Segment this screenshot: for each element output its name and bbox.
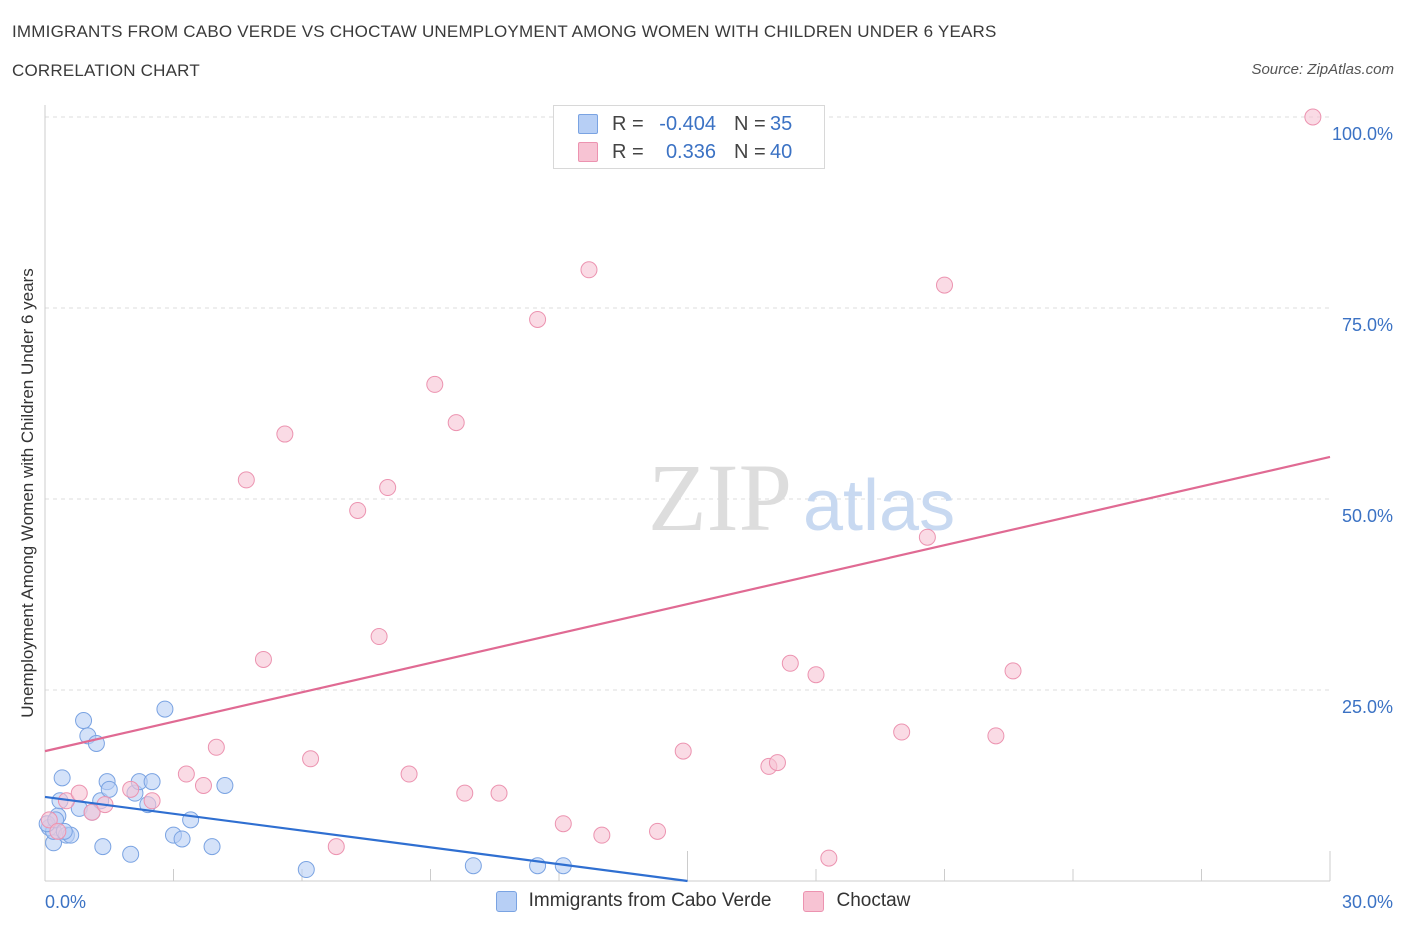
cabo-verde-point [203,838,221,856]
choctaw-point [456,784,474,802]
choctaw-point [302,750,320,768]
trend-lines [44,455,1331,883]
y-axis-label: Unemployment Among Women with Children U… [18,268,37,717]
cabo-verde-trend-line [44,795,688,883]
choctaw-point [400,765,418,783]
r-label: R = [612,140,644,163]
legend-item-cabo-verde[interactable]: Immigrants from Cabo Verde [495,890,772,912]
choctaw-point [426,375,444,393]
choctaw-point [349,501,367,519]
legend-label-choctaw: Choctaw [836,890,911,911]
r-value-cabo-verde: -0.404 [659,112,716,135]
chart-subtitle: CORRELATION CHART [12,61,200,80]
choctaw-point [820,849,838,867]
choctaw-point [807,666,825,684]
choctaw-point [580,261,598,279]
y-tick-label: 75.0% [1342,315,1393,335]
choctaw-point [327,838,345,856]
choctaw-point [593,826,611,844]
chart-title: IMMIGRANTS FROM CABO VERDE VS CHOCTAW UN… [12,22,997,41]
r-value-choctaw: 0.336 [665,140,716,163]
choctaw-point [194,777,212,794]
series-legend: Immigrants from Cabo Verde Choctaw [0,890,1406,912]
choctaw-point [936,276,953,294]
y-tick-label: 50.0% [1342,506,1393,526]
choctaw-trend-line [44,455,1331,753]
correlation-legend: R = -0.404 N = 35 R = 0.336 N = 40 [553,105,825,169]
choctaw-point [893,723,911,741]
y-tick-label: 25.0% [1342,697,1393,717]
choctaw-point [447,414,465,432]
choctaw-point [987,727,1005,745]
pink-swatch [578,142,598,162]
tick-labels: 25.0% 50.0% 75.0% 100.0% 0.0% 30.0% [45,124,1393,912]
watermark-zip: ZIP [648,444,792,551]
choctaw-point [177,765,195,783]
choctaw-point [1304,108,1322,126]
cabo-verde-point [297,861,315,879]
cabo-verde-point [122,845,140,863]
n-label: N = [734,140,766,163]
data-points [38,108,1322,879]
cabo-verde-point [75,712,93,730]
cabo-verde-point [156,700,174,718]
choctaw-point [122,780,140,798]
x-tick-label-min: 0.0% [45,892,86,912]
n-label: N = [734,112,766,135]
choctaw-point [529,310,547,328]
choctaw-point [370,628,388,646]
legend-row-cabo-verde: R = -0.404 N = 35 [578,112,792,136]
choctaw-point [554,815,572,833]
cabo-verde-point [173,830,191,848]
choctaw-point [490,784,508,802]
blue-swatch [578,114,598,134]
blue-swatch [495,890,517,912]
legend-row-choctaw: R = 0.336 N = 40 [578,140,792,164]
n-value-cabo-verde: 35 [770,112,793,135]
choctaw-point [254,650,272,668]
choctaw-point [674,742,692,760]
choctaw-point [237,471,255,489]
cabo-verde-point [53,769,71,787]
choctaw-point [143,792,161,810]
choctaw-point [768,754,786,772]
cabo-verde-point [464,857,482,875]
cabo-verde-point [94,838,112,856]
choctaw-point [649,822,667,840]
cabo-verde-point [216,777,234,794]
choctaw-point [40,811,58,829]
choctaw-point [379,479,397,497]
n-value-choctaw: 40 [770,140,793,163]
choctaw-point [276,425,294,443]
cabo-verde-point [100,780,118,798]
pink-swatch [803,890,825,912]
choctaw-point [83,803,101,821]
x-tick-label-max: 30.0% [1342,892,1393,912]
choctaw-point [207,738,225,756]
choctaw-point [918,528,936,546]
legend-item-choctaw[interactable]: Choctaw [803,890,910,912]
choctaw-point [49,822,67,840]
choctaw-point [781,654,799,672]
source-credit: Source: ZipAtlas.com [1251,61,1394,78]
r-label: R = [612,112,644,135]
legend-label-cabo-verde: Immigrants from Cabo Verde [528,890,772,911]
y-tick-label: 100.0% [1332,124,1393,144]
choctaw-point [1004,662,1022,680]
cabo-verde-point [143,773,161,791]
choctaw-point [70,784,88,802]
